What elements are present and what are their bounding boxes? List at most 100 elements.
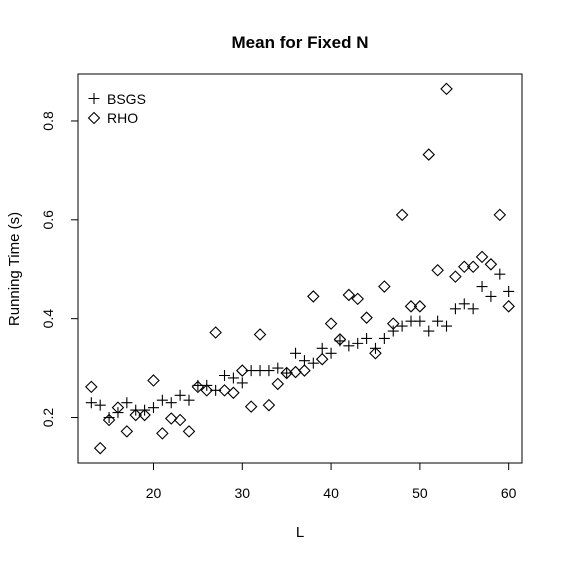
rho-point	[431, 263, 444, 277]
bsgs-point	[290, 347, 302, 359]
bsgs-point	[458, 298, 470, 310]
x-tick-label: 20	[146, 485, 162, 501]
rho-point	[173, 413, 187, 427]
bsgs-point	[85, 397, 97, 409]
chart-title: Mean for Fixed N	[232, 33, 369, 52]
bsgs-point	[183, 394, 195, 406]
rho-point	[236, 364, 249, 377]
bsgs-point	[476, 281, 488, 293]
rho-point	[413, 300, 427, 313]
bsgs-point	[219, 370, 231, 382]
legend-label-rho: RHO	[107, 110, 138, 126]
bsgs-point	[467, 303, 479, 315]
legend-diamond-icon	[87, 111, 101, 125]
rho-point	[120, 425, 134, 438]
bsgs-point	[236, 377, 248, 389]
rho-point	[404, 300, 418, 313]
legend: BSGS RHO	[87, 91, 146, 126]
bsgs-point	[316, 342, 328, 354]
rho-point	[271, 377, 285, 391]
rho-point	[200, 384, 214, 397]
y-axis-title: Running Time (s)	[6, 212, 23, 326]
rho-point	[324, 317, 338, 330]
rho-point	[129, 408, 142, 422]
bsgs-point	[94, 399, 106, 411]
x-tick-label: 50	[412, 485, 428, 501]
bsgs-point	[503, 285, 515, 297]
rho-point	[502, 300, 515, 313]
rho-point	[307, 290, 320, 303]
rho-point	[253, 328, 267, 341]
rho-point	[360, 311, 373, 324]
rho-point	[484, 258, 498, 271]
rho-point	[351, 292, 364, 306]
bsgs-point	[485, 290, 497, 302]
rho-point	[369, 346, 382, 360]
series-bsgs	[85, 268, 515, 424]
rho-point	[227, 386, 240, 400]
data-points	[85, 82, 515, 455]
x-axis-title: L	[296, 524, 304, 541]
bsgs-point	[449, 303, 461, 315]
bsgs-point	[121, 397, 133, 409]
rho-point	[85, 380, 98, 394]
bsgs-point	[343, 340, 355, 352]
bsgs-point	[494, 268, 506, 280]
y-tick-label: 0.8	[40, 111, 56, 131]
rho-point	[333, 333, 347, 346]
rho-point	[209, 326, 222, 339]
rho-point	[156, 427, 169, 440]
bsgs-point	[272, 362, 284, 374]
rho-point	[244, 400, 258, 413]
rho-point	[449, 270, 462, 283]
rho-point	[440, 82, 453, 96]
bsgs-point	[165, 397, 177, 409]
y-axis: 0.2 0.4 0.6 0.8	[40, 111, 79, 428]
x-axis: 20 30 40 50 60	[146, 462, 517, 501]
rho-point	[138, 408, 151, 422]
rho-point	[395, 208, 409, 222]
rho-point	[378, 280, 391, 293]
rho-point	[422, 148, 436, 161]
bsgs-point	[307, 357, 319, 369]
bsgs-point	[361, 332, 373, 344]
bsgs-point	[263, 365, 275, 377]
rho-point	[93, 441, 107, 455]
bsgs-point	[352, 337, 364, 349]
y-tick-label: 0.4	[40, 309, 56, 329]
rho-point	[466, 260, 480, 274]
bsgs-point	[227, 372, 239, 384]
legend-label-bsgs: BSGS	[107, 91, 146, 107]
rho-point	[315, 352, 329, 366]
bsgs-point	[423, 325, 435, 337]
bsgs-point	[441, 320, 453, 332]
series-rho	[85, 82, 515, 455]
bsgs-point	[396, 320, 408, 332]
bsgs-point	[432, 315, 444, 327]
bsgs-point	[387, 325, 399, 337]
x-tick-label: 40	[323, 485, 339, 501]
rho-point	[386, 317, 400, 330]
y-tick-label: 0.2	[40, 408, 56, 428]
rho-point	[111, 401, 125, 414]
rho-point	[147, 374, 160, 387]
bsgs-point	[156, 394, 168, 406]
rho-point	[493, 208, 507, 222]
rho-point	[262, 398, 276, 412]
rho-point	[475, 250, 489, 264]
bsgs-point	[378, 332, 390, 344]
legend-plus-icon	[88, 93, 100, 104]
bsgs-point	[414, 315, 426, 327]
rho-point	[218, 384, 231, 397]
rho-point	[182, 425, 196, 438]
rho-point	[164, 412, 178, 425]
rho-point	[191, 380, 205, 394]
x-tick-label: 60	[501, 485, 517, 501]
rho-point	[298, 364, 311, 377]
x-tick-label: 30	[234, 485, 250, 501]
bsgs-point	[325, 347, 337, 359]
rho-point	[458, 260, 471, 274]
bsgs-point	[174, 389, 186, 401]
rho-point	[102, 413, 116, 427]
